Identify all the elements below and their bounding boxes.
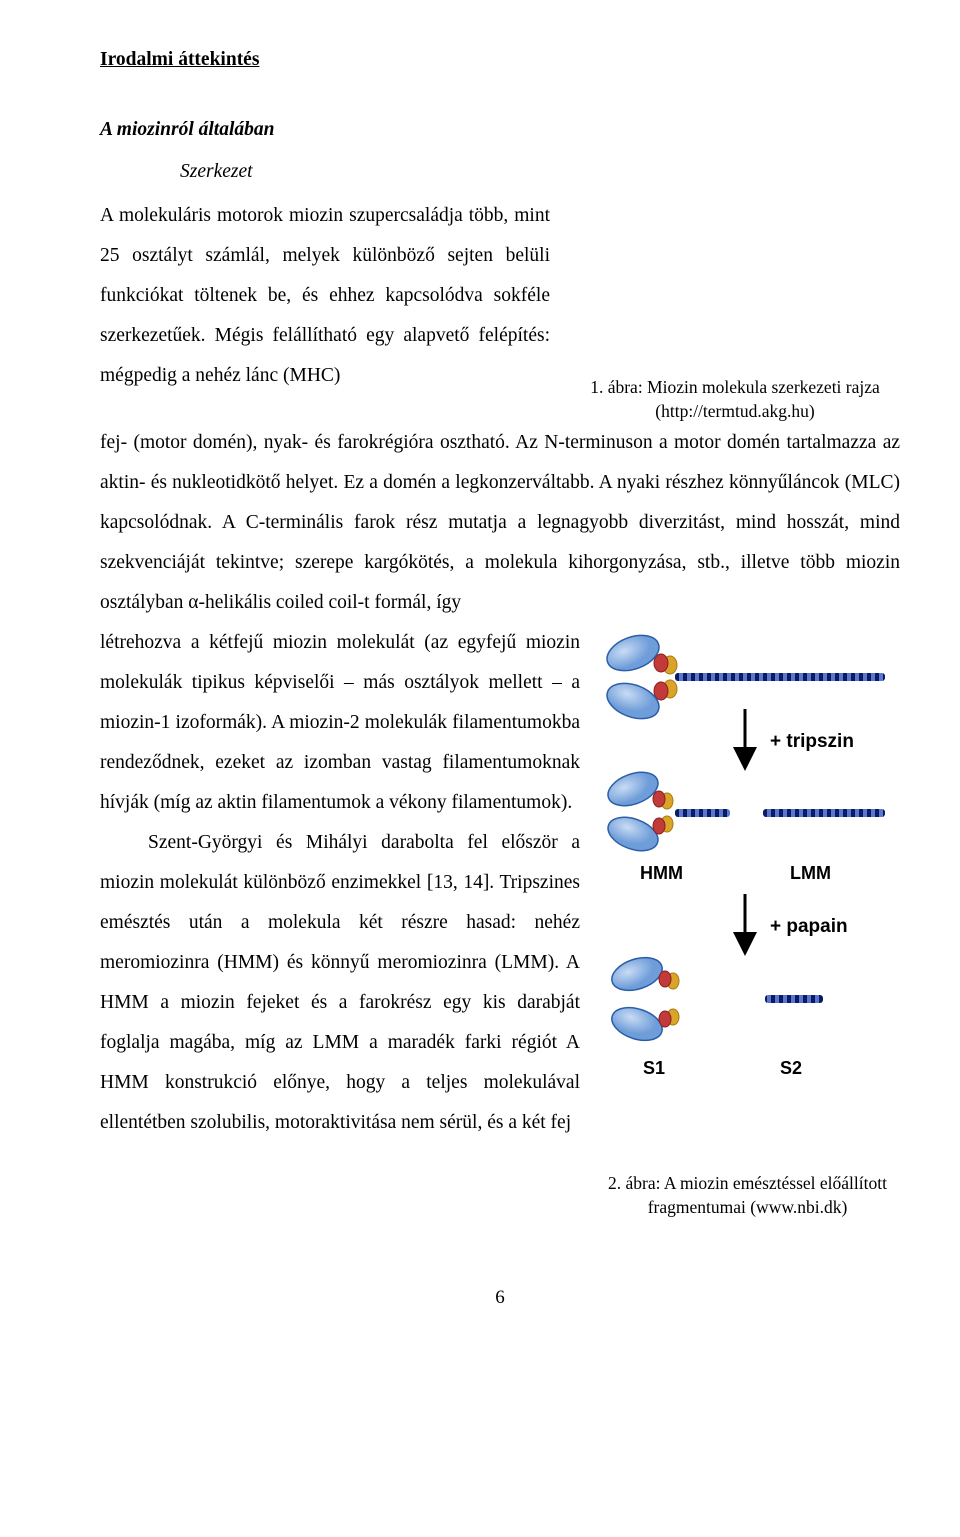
figure-1-image	[570, 206, 900, 366]
section-title: Irodalmi áttekintés	[100, 40, 900, 80]
label-hmm: HMM	[640, 863, 683, 883]
bottom-text: létrehozva a kétfejű miozin molekulát (a…	[100, 623, 580, 1143]
continue-text: fej- (motor domén), nyak- és farokrégiór…	[100, 423, 900, 623]
figure-2-diagram: + tripszin HMM LMM + papain	[595, 629, 900, 1149]
subheading-main: A miozinról általában	[100, 110, 900, 150]
bottom-row: létrehozva a kétfejű miozin molekulát (a…	[100, 623, 900, 1219]
figure-2: + tripszin HMM LMM + papain	[595, 629, 900, 1219]
figure-1-caption: 1. ábra: Miozin molekula szerkezeti rajz…	[570, 376, 900, 423]
figure-1-caption-line1: 1. ábra: Miozin molekula szerkezeti rajz…	[590, 377, 880, 397]
figure-1: 1. ábra: Miozin molekula szerkezeti rajz…	[570, 206, 900, 423]
label-lmm: LMM	[790, 863, 831, 883]
label-s2: S2	[780, 1058, 802, 1078]
bottom-para-1: létrehozva a kétfejű miozin molekulát (a…	[100, 623, 580, 823]
label-trypsin: + tripszin	[770, 731, 854, 752]
figure-2-caption-line2: fragmentumai (www.nbi.dk)	[648, 1197, 848, 1217]
figure-2-caption-line1: 2. ábra: A miozin emésztéssel előállítot…	[608, 1173, 887, 1193]
page-number: 6	[100, 1279, 900, 1318]
intro-text: A molekuláris motorok miozin szupercsalá…	[100, 196, 550, 396]
bottom-para-2: Szent-Györgyi és Mihályi darabolta fel e…	[100, 823, 580, 1143]
label-s1: S1	[643, 1058, 665, 1078]
figure-1-caption-line2: (http://termtud.akg.hu)	[655, 401, 814, 421]
label-papain: + papain	[770, 916, 848, 937]
subheading-sub: Szerkezet	[180, 152, 900, 192]
figure-2-caption: 2. ábra: A miozin emésztéssel előállítot…	[595, 1172, 900, 1219]
intro-row: A molekuláris motorok miozin szupercsalá…	[100, 196, 900, 423]
